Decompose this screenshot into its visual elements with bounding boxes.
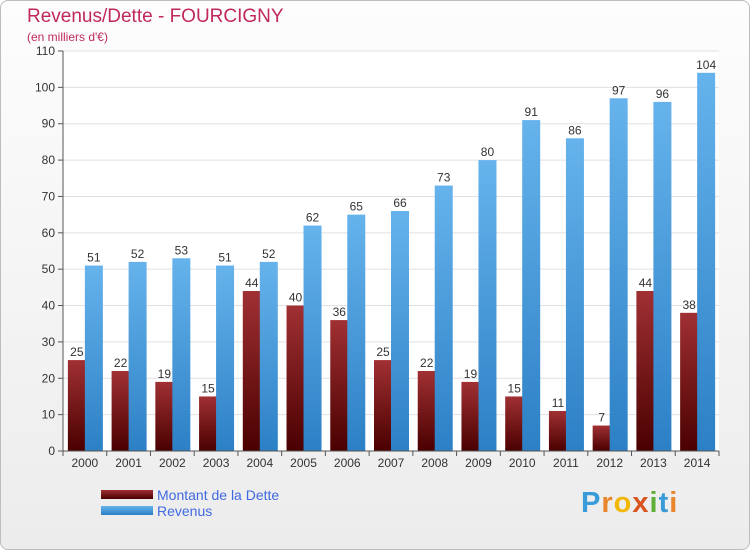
x-tick-label: 2004: [246, 456, 273, 470]
data-label: 51: [87, 251, 101, 265]
bar-debt: [330, 320, 349, 451]
y-tick-label: 0: [48, 444, 55, 458]
bar-revenus: [565, 138, 584, 452]
bar-revenus: [609, 98, 628, 451]
y-tick-label: 50: [42, 262, 56, 276]
x-tick-label: 2011: [553, 456, 579, 470]
bar-debt: [111, 371, 130, 451]
data-label: 73: [437, 171, 451, 185]
data-label: 52: [131, 247, 145, 261]
x-tick-label: 2013: [640, 456, 667, 470]
x-tick-label: 2005: [290, 456, 317, 470]
bar-revenus: [216, 265, 235, 451]
x-tick-label: 2003: [203, 456, 230, 470]
bar-debt: [242, 291, 261, 451]
data-label: 25: [376, 345, 390, 359]
bar-debt: [592, 425, 611, 451]
data-label: 15: [508, 381, 522, 395]
bar-debt: [636, 291, 655, 451]
x-tick-label: 2001: [115, 456, 142, 470]
y-tick-label: 40: [42, 299, 56, 313]
y-tick-label: 80: [42, 153, 56, 167]
x-tick-label: 2012: [596, 456, 623, 470]
bar-revenus: [697, 72, 716, 452]
bar-debt: [461, 381, 480, 451]
y-tick-label: 60: [42, 226, 56, 240]
bar-revenus: [259, 261, 278, 451]
x-tick-label: 2002: [159, 456, 186, 470]
data-label: 62: [306, 211, 320, 225]
y-tick-label: 70: [42, 189, 56, 203]
data-label: 66: [393, 196, 407, 210]
bar-debt: [199, 396, 218, 451]
legend-label-debt: Montant de la Dette: [157, 487, 280, 503]
data-label: 97: [612, 83, 626, 97]
bar-debt: [155, 381, 174, 451]
chart-subtitle: (en milliers d'€): [27, 30, 108, 44]
bar-revenus: [391, 211, 409, 451]
bar-debt: [505, 396, 524, 451]
bar-debt: [417, 371, 436, 451]
x-tick-label: 2014: [684, 456, 711, 470]
bar-revenus: [347, 214, 366, 451]
data-label: 38: [682, 298, 696, 312]
data-label: 91: [525, 105, 539, 119]
bar-debt: [374, 360, 392, 451]
bar-revenus: [172, 258, 191, 451]
bar-revenus: [522, 120, 541, 451]
chart-title: Revenus/Dette - FOURCIGNY: [27, 6, 284, 27]
x-tick-label: 2010: [509, 456, 536, 470]
data-label: 52: [262, 247, 276, 261]
legend-swatch-revenus: [101, 506, 153, 515]
data-label: 19: [464, 367, 478, 381]
data-label: 22: [114, 356, 128, 370]
legend-label-revenus: Revenus: [157, 503, 213, 519]
proxiti-logo: Proxiti: [581, 487, 679, 519]
data-label: 7: [598, 411, 605, 425]
data-label: 53: [175, 243, 189, 257]
x-tick-label: 2008: [421, 456, 448, 470]
bar-debt: [67, 360, 86, 451]
data-label: 51: [218, 251, 232, 265]
x-tick-label: 2006: [334, 456, 361, 470]
data-label: 36: [333, 305, 347, 319]
bar-revenus: [84, 265, 103, 451]
y-tick-label: 110: [36, 44, 55, 58]
data-label: 25: [70, 345, 84, 359]
x-tick-label: 2009: [465, 456, 492, 470]
x-tick-label: 2007: [378, 456, 405, 470]
data-label: 19: [158, 367, 172, 381]
y-tick-label: 20: [42, 371, 56, 385]
bar-revenus: [303, 225, 322, 451]
data-label: 44: [639, 276, 653, 290]
data-label: 44: [245, 276, 259, 290]
legend-swatch-debt: [101, 490, 153, 499]
data-label: 86: [568, 123, 582, 137]
y-tick-label: 30: [42, 335, 56, 349]
bar-revenus: [434, 185, 453, 451]
bar-revenus: [128, 261, 147, 451]
data-label: 40: [289, 291, 303, 305]
data-label: 22: [420, 356, 434, 370]
y-tick-label: 100: [35, 80, 55, 94]
bar-revenus: [653, 101, 672, 451]
data-label: 11: [552, 396, 565, 410]
data-label: 104: [696, 58, 716, 72]
y-tick-label: 90: [42, 117, 56, 131]
bar-debt: [680, 312, 699, 451]
bar-debt: [286, 305, 305, 451]
y-tick-label: 10: [42, 408, 56, 422]
data-label: 96: [656, 87, 670, 101]
data-label: 65: [350, 200, 364, 214]
bar-debt: [548, 411, 567, 451]
data-label: 80: [481, 145, 495, 159]
data-label: 15: [201, 381, 215, 395]
bar-revenus: [478, 160, 497, 451]
x-tick-label: 2000: [72, 456, 99, 470]
